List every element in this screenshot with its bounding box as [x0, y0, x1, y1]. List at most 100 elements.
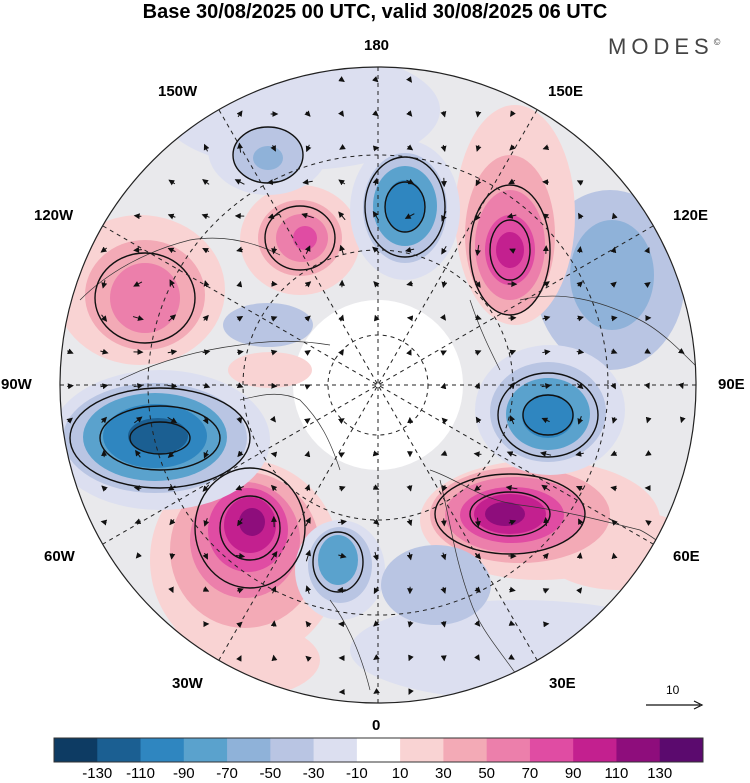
wind-arrow [576, 382, 584, 390]
wind-arrow [304, 315, 311, 322]
wind-arrow [202, 484, 210, 492]
wind-arrow [100, 348, 109, 355]
wind-arrow [441, 280, 448, 288]
wind-arrow [540, 451, 552, 457]
wind-arrow [406, 178, 415, 185]
wind-arrow [509, 144, 516, 151]
wind-arrow [509, 586, 516, 593]
colorbar-swatch [529, 738, 574, 762]
colorbar-swatch [616, 738, 661, 762]
wind-arrow [474, 552, 482, 560]
wind-arrow [338, 179, 346, 186]
wind-arrow [339, 244, 346, 255]
wind-arrow [575, 485, 584, 492]
label-90e: 90E [718, 376, 745, 393]
colorbar-tick-label: 130 [647, 765, 673, 782]
wind-arrow [338, 211, 346, 221]
wind-arrow [508, 620, 516, 626]
wind-arrow [135, 449, 141, 458]
wind-arrow [338, 110, 344, 117]
vector-scale-label: 10 [666, 683, 680, 697]
wind-arrow [440, 350, 447, 356]
wind-arrow [645, 416, 652, 424]
wind-arrow [203, 143, 210, 152]
wind-arrow [338, 314, 345, 322]
wind-arrow [576, 180, 584, 186]
wind-arrow [679, 416, 686, 424]
colorbar-tick-label: 90 [564, 765, 582, 782]
wind-arrow [373, 314, 380, 322]
circulation-contours [69, 126, 599, 593]
wind-arrow [372, 177, 379, 186]
wind-arrow [302, 178, 313, 185]
wind-arrow [373, 620, 380, 627]
wind-arrow [270, 484, 278, 492]
wind-arrow [406, 110, 413, 117]
colorbar-tick-label: -90 [172, 765, 195, 782]
wind-arrow [271, 654, 278, 662]
wind-arrow [167, 484, 176, 491]
colorbar-swatch [270, 738, 315, 762]
wind-arrow [678, 382, 684, 390]
wind-arrow [372, 76, 379, 83]
wind-arrow [101, 485, 108, 492]
label-120w: 120W [34, 207, 74, 224]
wind-arrow [202, 586, 210, 592]
wind-arrow [644, 348, 651, 354]
wind-arrow [135, 552, 142, 559]
wind-arrow [542, 588, 550, 594]
wind-arrow [133, 383, 144, 390]
colorbar-tick-label: -10 [346, 765, 368, 782]
wind-arrow [167, 382, 178, 389]
wind-arrow [542, 552, 549, 560]
wind-arrow [543, 516, 550, 527]
wind-arrow [270, 550, 278, 561]
wind-arrow [474, 350, 482, 356]
wind-arrow [508, 349, 517, 356]
colorbar-tick-label: 50 [478, 765, 495, 782]
wind-arrow [168, 586, 174, 594]
wind-arrow [508, 519, 517, 526]
wind-arrow [133, 416, 143, 424]
colorbar-tick-label: -110 [126, 765, 155, 782]
wind-arrow [372, 210, 380, 221]
wind-arrow [372, 518, 380, 526]
anomaly-neg-pacific [208, 105, 328, 195]
wind-arrow [475, 244, 481, 257]
vector-scale-arrow [646, 700, 704, 710]
wind-arrow [610, 485, 617, 492]
wind-arrow [271, 280, 278, 287]
wind-arrow [237, 518, 243, 527]
wind-arrow [541, 417, 550, 424]
wind-arrow [234, 179, 245, 185]
anomaly-neg-bering [350, 140, 460, 280]
colorbar-tick-label: 30 [435, 765, 452, 782]
wind-arrow [541, 484, 551, 492]
wind-arrow [372, 551, 379, 561]
wind-arrow [203, 518, 210, 527]
wind-arrow [202, 382, 211, 389]
wind-arrow [67, 383, 74, 390]
wind-arrow [475, 416, 482, 424]
wind-arrow [236, 110, 243, 118]
wind-arrow [440, 110, 447, 118]
wind-arrow [270, 316, 278, 322]
wind-arrow [338, 452, 346, 458]
wind-arrow [575, 450, 584, 457]
colorbar-swatch [573, 738, 617, 762]
wind-arrow [270, 349, 278, 356]
wind-arrow [100, 383, 109, 390]
wind-arrow [645, 450, 652, 456]
wind-arrow [406, 349, 412, 356]
wind-arrow [404, 246, 415, 253]
wind-arrow [271, 246, 278, 255]
wind-arrow [132, 315, 144, 321]
wind-arrow [610, 450, 618, 456]
wind-arrow [202, 552, 208, 560]
wind-arrow [168, 314, 177, 322]
wind-arrow [202, 349, 211, 356]
wind-arrow [441, 211, 447, 222]
wind-arrow [542, 281, 550, 288]
wind-arrow [202, 314, 209, 322]
brand-mark: © [713, 37, 721, 47]
